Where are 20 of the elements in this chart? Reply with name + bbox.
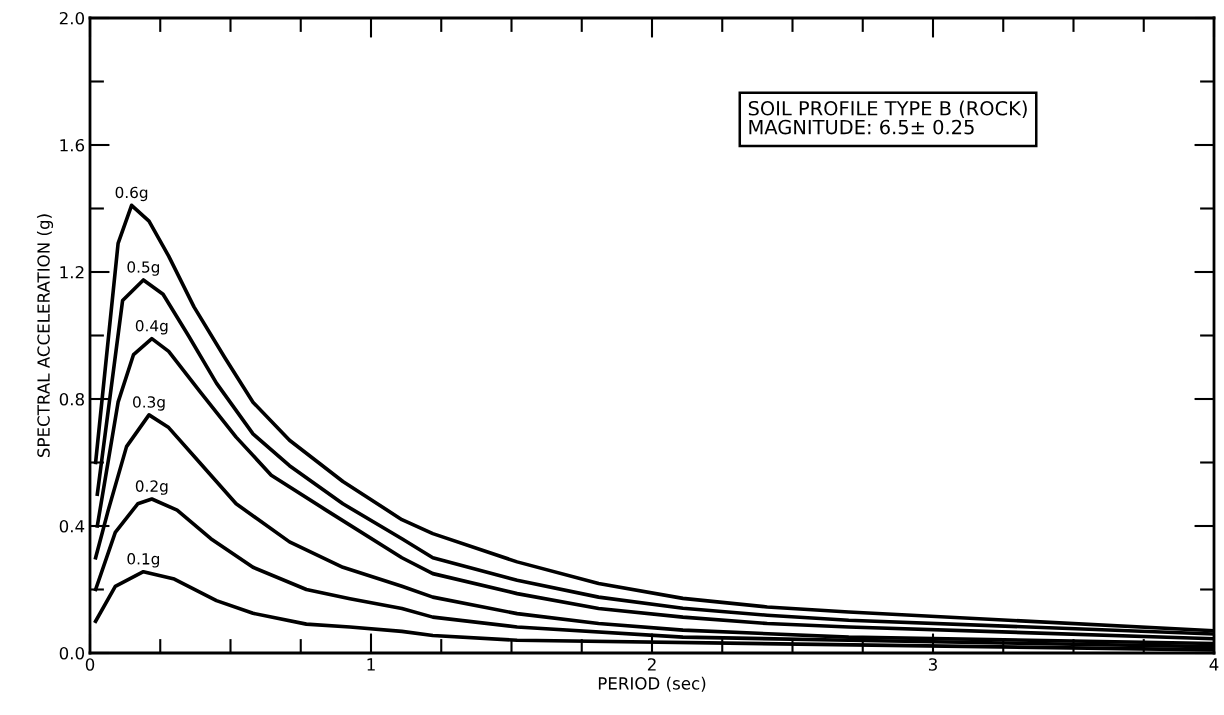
y-tick-label: 2.0 bbox=[59, 11, 85, 25]
x-tick-label: 4 bbox=[1209, 658, 1219, 671]
annotation: 0.2g bbox=[135, 480, 168, 495]
annotation: 0.6g bbox=[115, 186, 148, 202]
y-tick-label: 0.8 bbox=[59, 392, 84, 406]
annotation: 0.5g bbox=[127, 261, 159, 276]
annotation: SOIL PROFILE TYPE B (ROCK) MAGNITUDE: 6.5± 0.25 bbox=[748, 100, 1027, 135]
annotation: 0.3g bbox=[133, 396, 165, 411]
x-tick-label: 2 bbox=[647, 658, 656, 671]
y-tick-label: 0.0 bbox=[59, 646, 85, 660]
y-tick-label: 0.4 bbox=[59, 519, 85, 533]
annotation: 0.4g bbox=[135, 319, 168, 335]
x-tick-label: 3 bbox=[928, 658, 937, 671]
annotation: 0.1g bbox=[127, 553, 159, 568]
x-tick-label: 1 bbox=[367, 658, 375, 671]
x-axis-title: PERIOD (sec) bbox=[598, 676, 706, 692]
x-tick-label: 0 bbox=[85, 658, 95, 671]
y-axis-title: SPECTRAL ACCELERATION (g) bbox=[36, 214, 54, 457]
y-tick-label: 1.6 bbox=[60, 138, 85, 152]
y-tick-label: 1.2 bbox=[60, 265, 84, 279]
